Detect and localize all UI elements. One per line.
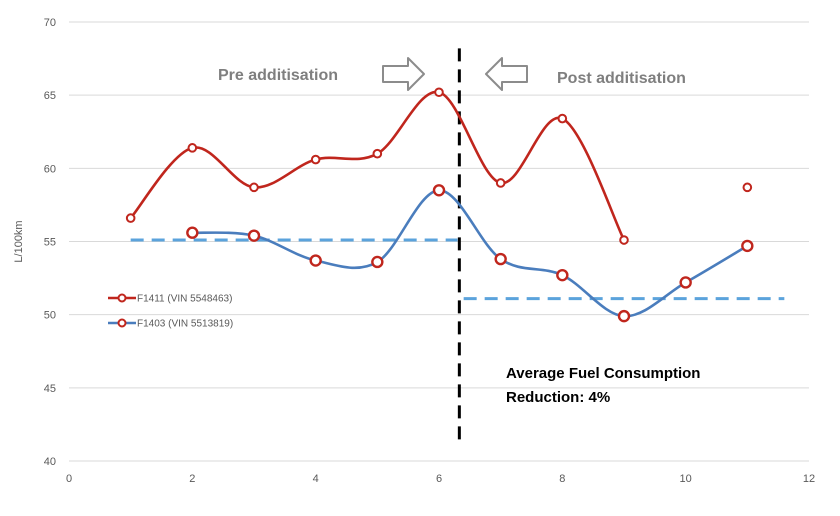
data-point bbox=[247, 229, 261, 242]
post-additisation-label: Post additisation bbox=[557, 70, 686, 87]
legend-label: F1411 (VIN 5548463) bbox=[137, 294, 232, 305]
data-point bbox=[619, 235, 629, 245]
data-point bbox=[249, 182, 259, 193]
data-point bbox=[125, 213, 136, 223]
data-point bbox=[310, 154, 321, 165]
annotations: Pre additisation Post additisation Avera… bbox=[218, 57, 700, 406]
data-point bbox=[742, 182, 753, 193]
legend: F1411 (VIN 5548463) F1403 (VIN 5513819) bbox=[108, 293, 233, 330]
reference-lines bbox=[130, 48, 785, 444]
data-point bbox=[617, 309, 631, 323]
legend-item-0: F1411 (VIN 5548463) bbox=[108, 293, 232, 305]
right-arrow-icon bbox=[382, 57, 425, 91]
y-tick-label: 55 bbox=[44, 237, 56, 249]
data-point bbox=[309, 254, 322, 267]
x-tick-label: 10 bbox=[680, 473, 692, 485]
x-tick-label: 8 bbox=[559, 473, 565, 485]
legend-swatch-marker bbox=[117, 318, 127, 328]
x-axis-ticks: 0 2 4 6 8 10 12 bbox=[66, 473, 815, 485]
y-tick-label: 45 bbox=[44, 383, 56, 395]
series-line bbox=[192, 188, 748, 318]
x-tick-label: 12 bbox=[803, 473, 815, 485]
x-tick-label: 6 bbox=[436, 473, 442, 485]
y-axis-label: L/100km bbox=[13, 220, 25, 262]
series-lines bbox=[125, 87, 754, 323]
x-tick-label: 4 bbox=[313, 473, 319, 485]
y-tick-label: 65 bbox=[44, 90, 56, 102]
fuel-reduction-note-line2: Reduction: 4% bbox=[506, 389, 610, 406]
legend-label: F1403 (VIN 5513819) bbox=[137, 319, 233, 330]
y-tick-label: 60 bbox=[44, 163, 56, 175]
y-tick-label: 70 bbox=[44, 17, 56, 29]
data-point bbox=[187, 143, 198, 153]
data-point bbox=[679, 276, 692, 289]
y-tick-label: 40 bbox=[44, 456, 56, 468]
y-axis-ticks: 40 45 50 55 60 65 70 bbox=[44, 17, 56, 468]
series-line bbox=[129, 90, 626, 241]
data-point bbox=[494, 252, 507, 266]
left-arrow-icon bbox=[485, 57, 528, 91]
fuel-reduction-note-line1: Average Fuel Consumption bbox=[506, 365, 700, 382]
legend-swatch-marker bbox=[117, 293, 127, 303]
x-tick-label: 0 bbox=[66, 473, 72, 485]
data-point bbox=[556, 268, 569, 282]
data-point bbox=[495, 178, 506, 188]
series-1 bbox=[186, 184, 754, 323]
legend-item-1: F1403 (VIN 5513819) bbox=[108, 318, 233, 330]
data-point bbox=[741, 239, 754, 253]
data-point bbox=[372, 148, 383, 159]
data-point bbox=[557, 113, 568, 124]
x-tick-label: 2 bbox=[189, 473, 195, 485]
data-point bbox=[434, 87, 444, 98]
series-0 bbox=[125, 87, 753, 245]
data-point bbox=[186, 226, 199, 239]
y-tick-label: 50 bbox=[44, 310, 56, 322]
data-point bbox=[371, 255, 384, 269]
pre-additisation-label: Pre additisation bbox=[218, 67, 338, 84]
data-point bbox=[432, 184, 446, 197]
